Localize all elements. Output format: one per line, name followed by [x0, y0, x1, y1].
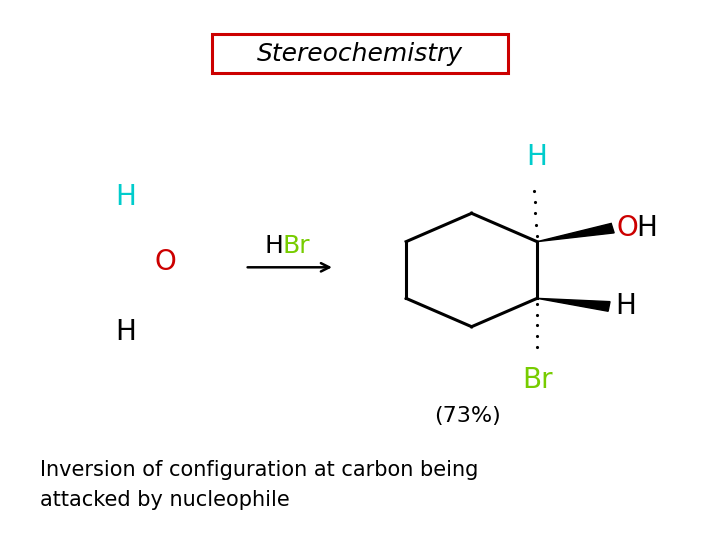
- Text: attacked by nucleophile: attacked by nucleophile: [40, 489, 289, 510]
- Polygon shape: [537, 224, 614, 241]
- Text: Inversion of configuration at carbon being: Inversion of configuration at carbon bei…: [40, 460, 478, 480]
- Text: H: H: [264, 234, 283, 258]
- Text: H: H: [526, 144, 547, 172]
- Text: H: H: [116, 183, 136, 211]
- Text: H: H: [636, 214, 657, 242]
- Text: Stereochemistry: Stereochemistry: [257, 42, 463, 66]
- Text: H: H: [615, 293, 636, 320]
- Text: (73%): (73%): [435, 406, 501, 426]
- Text: O: O: [155, 248, 176, 276]
- Text: O: O: [616, 214, 638, 242]
- Text: Br: Br: [522, 366, 552, 394]
- Text: H: H: [116, 318, 136, 346]
- Polygon shape: [537, 298, 610, 311]
- Text: Br: Br: [283, 234, 310, 258]
